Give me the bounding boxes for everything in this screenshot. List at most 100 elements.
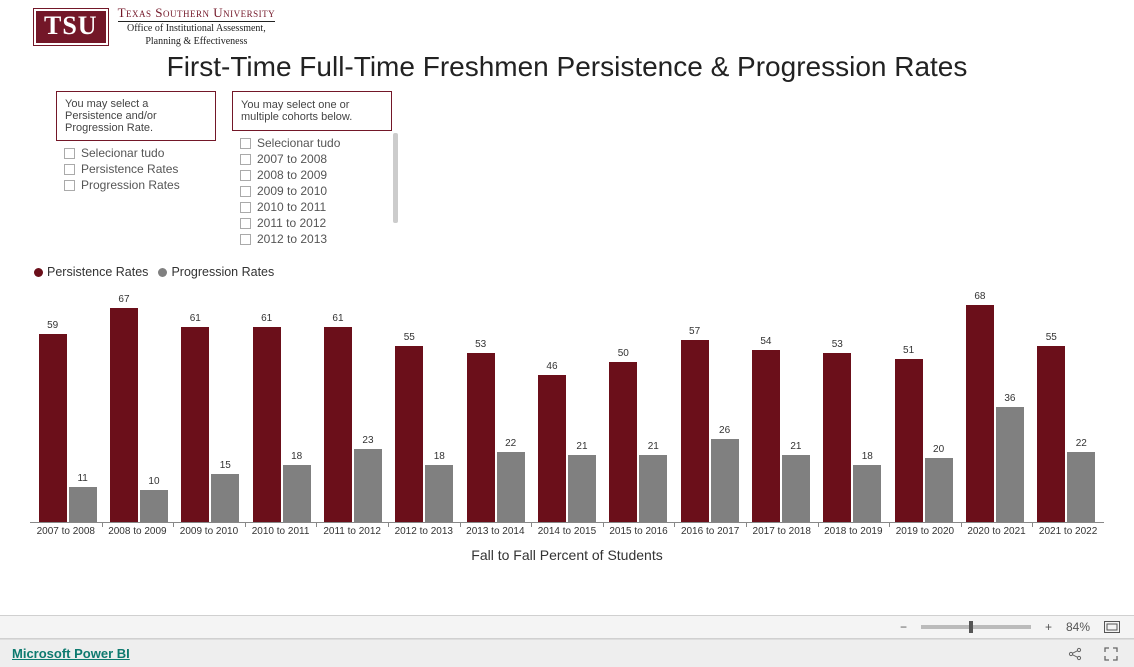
cohort-slicer-option[interactable]: 2012 to 2013 — [240, 231, 388, 247]
checkbox-icon[interactable] — [240, 218, 251, 229]
bar-group: 5518 — [389, 346, 460, 522]
rate-slicer-option[interactable]: Persistence Rates — [64, 161, 212, 177]
persistence-bar[interactable]: 51 — [895, 359, 923, 522]
cohort-slicer-label: 2009 to 2010 — [257, 184, 327, 198]
persistence-bar[interactable]: 55 — [1037, 346, 1065, 522]
x-axis-label: 2021 to 2022 — [1032, 522, 1104, 537]
progression-bar[interactable]: 18 — [425, 465, 453, 523]
checkbox-icon[interactable] — [240, 170, 251, 181]
progression-bar[interactable]: 18 — [853, 465, 881, 523]
cohort-slicer-option[interactable]: 2010 to 2011 — [240, 199, 388, 215]
progression-bar[interactable]: 18 — [283, 465, 311, 523]
progression-bar[interactable]: 20 — [925, 458, 953, 522]
bar-group: 5911 — [32, 334, 103, 523]
x-axis-label: 2020 to 2021 — [961, 522, 1033, 537]
x-axis-label: 2012 to 2013 — [388, 522, 460, 537]
x-axis-label: 2007 to 2008 — [30, 522, 102, 537]
bar-value-label: 36 — [996, 393, 1024, 404]
bar-value-label: 18 — [425, 451, 453, 462]
persistence-bar[interactable]: 53 — [467, 353, 495, 523]
persistence-bar[interactable]: 46 — [538, 375, 566, 522]
zoom-slider[interactable] — [921, 625, 1031, 629]
zoom-percent: 84% — [1066, 620, 1090, 634]
progression-bar[interactable]: 11 — [69, 487, 97, 522]
progression-bar[interactable]: 22 — [497, 452, 525, 522]
checkbox-icon[interactable] — [240, 154, 251, 165]
persistence-bar[interactable]: 54 — [752, 350, 780, 523]
bar-group: 6123 — [317, 327, 388, 522]
checkbox-icon[interactable] — [64, 164, 75, 175]
rate-slicer-option[interactable]: Selecionar tudo — [64, 145, 212, 161]
progression-bar[interactable]: 22 — [1067, 452, 1095, 522]
bar-value-label: 50 — [609, 348, 637, 359]
legend-dot-persistence — [34, 268, 43, 277]
powerbi-link[interactable]: Microsoft Power BI — [12, 646, 130, 661]
cohort-slicer-option[interactable]: 2009 to 2010 — [240, 183, 388, 199]
cohort-slicer-option[interactable]: Selecionar tudo — [240, 135, 388, 151]
bar-group: 5120 — [888, 359, 959, 522]
share-icon[interactable] — [1064, 647, 1086, 661]
footer-icons — [1064, 647, 1122, 661]
bar-value-label: 59 — [39, 320, 67, 331]
cohort-slicer-option[interactable]: 2011 to 2012 — [240, 215, 388, 231]
progression-bar[interactable]: 36 — [996, 407, 1024, 522]
x-axis-label: 2008 to 2009 — [102, 522, 174, 537]
checkbox-icon[interactable] — [240, 234, 251, 245]
cohort-slicer-option[interactable]: 2008 to 2009 — [240, 167, 388, 183]
cohort-slicer-label: 2007 to 2008 — [257, 152, 327, 166]
progression-bar[interactable]: 10 — [140, 490, 168, 522]
persistence-bar[interactable]: 53 — [823, 353, 851, 523]
bar-value-label: 61 — [181, 313, 209, 324]
progression-bar[interactable]: 15 — [211, 474, 239, 522]
persistence-bar[interactable]: 50 — [609, 362, 637, 522]
bar-value-label: 46 — [538, 361, 566, 372]
progression-bar[interactable]: 21 — [782, 455, 810, 522]
legend-label-persistence: Persistence Rates — [47, 265, 148, 279]
bar-value-label: 53 — [467, 339, 495, 350]
rate-slicer-option[interactable]: Progression Rates — [64, 177, 212, 193]
checkbox-icon[interactable] — [64, 148, 75, 159]
zoom-slider-thumb[interactable] — [969, 621, 973, 633]
bar-value-label: 61 — [253, 313, 281, 324]
zoom-out-button[interactable]: − — [896, 620, 911, 634]
chart-plot-area: 5911671061156118612355185322462150215726… — [30, 281, 1104, 523]
fit-to-page-button[interactable] — [1100, 621, 1124, 633]
persistence-bar[interactable]: 59 — [39, 334, 67, 523]
zoom-in-button[interactable]: + — [1041, 620, 1056, 634]
bar-group: 6710 — [103, 308, 174, 522]
cohort-slicer-option[interactable]: 2007 to 2008 — [240, 151, 388, 167]
checkbox-icon[interactable] — [240, 186, 251, 197]
progression-bar[interactable]: 21 — [639, 455, 667, 522]
checkbox-icon[interactable] — [64, 180, 75, 191]
x-axis-label: 2014 to 2015 — [531, 522, 603, 537]
persistence-bar[interactable]: 67 — [110, 308, 138, 522]
university-name: Texas Southern University — [118, 6, 276, 20]
progression-bar[interactable]: 21 — [568, 455, 596, 522]
rate-slicer: You may select a Persistence and/or Prog… — [56, 91, 216, 251]
rate-slicer-header: You may select a Persistence and/or Prog… — [56, 91, 216, 141]
bar-group: 5726 — [674, 340, 745, 522]
x-axis-label: 2011 to 2012 — [316, 522, 388, 537]
checkbox-icon[interactable] — [240, 138, 251, 149]
persistence-bar[interactable]: 57 — [681, 340, 709, 522]
cohort-slicer-list: Selecionar tudo2007 to 20082008 to 20092… — [232, 131, 392, 251]
logo-text: Texas Southern University Office of Inst… — [118, 6, 276, 47]
cohort-slicer: You may select one or multiple cohorts b… — [232, 91, 392, 251]
persistence-bar[interactable]: 55 — [395, 346, 423, 522]
cohort-scrollbar[interactable] — [393, 133, 398, 223]
bar-group: 5318 — [817, 353, 888, 523]
bar-value-label: 15 — [211, 460, 239, 471]
persistence-bar[interactable]: 61 — [324, 327, 352, 522]
progression-bar[interactable]: 26 — [711, 439, 739, 522]
fullscreen-icon[interactable] — [1100, 647, 1122, 661]
bar-group: 5322 — [460, 353, 531, 523]
cohort-slicer-label: 2012 to 2013 — [257, 232, 327, 246]
persistence-bar[interactable]: 61 — [181, 327, 209, 522]
persistence-bar[interactable]: 68 — [966, 305, 994, 523]
checkbox-icon[interactable] — [240, 202, 251, 213]
persistence-bar[interactable]: 61 — [253, 327, 281, 522]
x-axis-label: 2018 to 2019 — [818, 522, 890, 537]
cohort-slicer-label: 2011 to 2012 — [257, 216, 326, 230]
progression-bar[interactable]: 23 — [354, 449, 382, 523]
bar-value-label: 21 — [568, 441, 596, 452]
